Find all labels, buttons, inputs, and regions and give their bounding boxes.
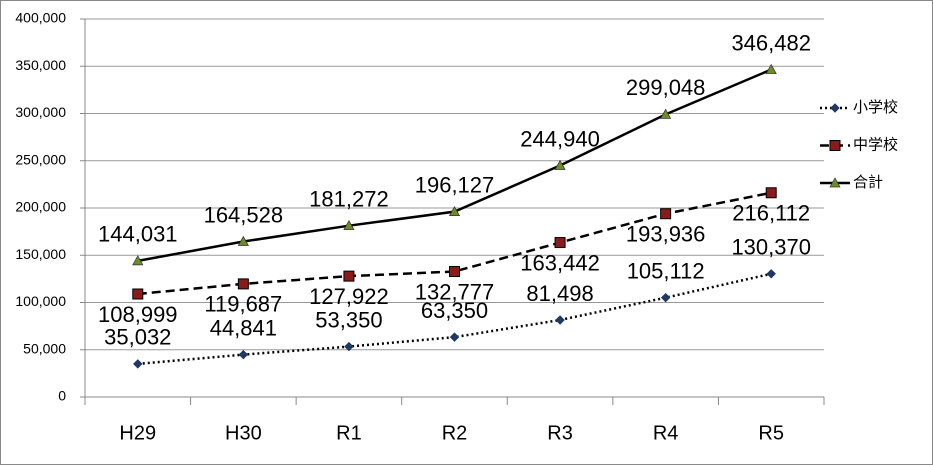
marker (554, 159, 566, 170)
value-label: 53,350 (315, 307, 382, 332)
y-tick-label: 150,000 (15, 246, 66, 262)
legend-marker (830, 103, 840, 113)
value-label: 63,350 (421, 298, 488, 323)
marker (660, 208, 672, 220)
marker (449, 266, 460, 278)
marker (765, 63, 777, 74)
value-label: 216,112 (732, 201, 810, 226)
marker (133, 359, 143, 369)
value-label: 144,031 (98, 222, 178, 247)
y-tick-label: 250,000 (15, 151, 66, 167)
value-label: 130,370 (731, 235, 811, 260)
value-label: 244,940 (520, 126, 600, 151)
value-label: 193,936 (626, 222, 706, 247)
value-label: 132,777 (415, 279, 495, 304)
value-label: 196,127 (415, 172, 495, 197)
x-tick-label: R2 (442, 422, 468, 444)
value-label: 108,999 (98, 302, 178, 327)
marker (238, 349, 249, 360)
value-label: 44,841 (210, 315, 277, 340)
marker (449, 332, 460, 342)
legend-marker (829, 177, 841, 188)
x-tick-label: R1 (336, 422, 362, 444)
x-tick-label: R3 (547, 422, 573, 444)
value-label: 181,272 (309, 187, 389, 212)
y-tick-label: 100,000 (15, 293, 66, 309)
value-label: 346,482 (731, 30, 811, 55)
x-tick-label: H30 (225, 422, 262, 444)
marker (660, 108, 672, 119)
y-tick-label: 300,000 (15, 104, 66, 120)
value-label: 105,112 (627, 258, 705, 283)
legend-label: 小学校 (853, 99, 898, 116)
marker (237, 278, 249, 290)
value-label: 164,528 (204, 202, 284, 227)
marker (555, 315, 565, 325)
x-tick-label: R5 (758, 422, 784, 444)
legend-label: 中学校 (853, 136, 898, 153)
marker (132, 255, 144, 266)
marker (343, 270, 355, 282)
y-tick-label: 0 (58, 388, 66, 404)
marker (448, 205, 461, 217)
marker (343, 219, 355, 231)
legend-marker (829, 140, 841, 151)
value-label: 119,687 (204, 292, 282, 317)
x-tick-label: R4 (653, 422, 679, 444)
marker (660, 292, 671, 303)
x-tick-label: H29 (119, 422, 156, 444)
marker (237, 235, 249, 246)
legend-label: 合計 (853, 174, 883, 191)
value-label: 299,048 (626, 75, 706, 100)
marker (554, 237, 566, 249)
value-label: 35,032 (104, 325, 171, 350)
marker (765, 187, 777, 199)
y-tick-label: 350,000 (15, 57, 66, 73)
y-tick-label: 50,000 (23, 340, 66, 356)
marker (132, 288, 144, 300)
marker (766, 269, 776, 279)
value-label: 127,922 (309, 284, 389, 309)
y-tick-label: 200,000 (15, 199, 66, 215)
y-tick-label: 400,000 (15, 10, 66, 26)
marker (344, 341, 354, 352)
value-label: 163,442 (520, 250, 600, 275)
value-label: 81,498 (526, 281, 593, 306)
